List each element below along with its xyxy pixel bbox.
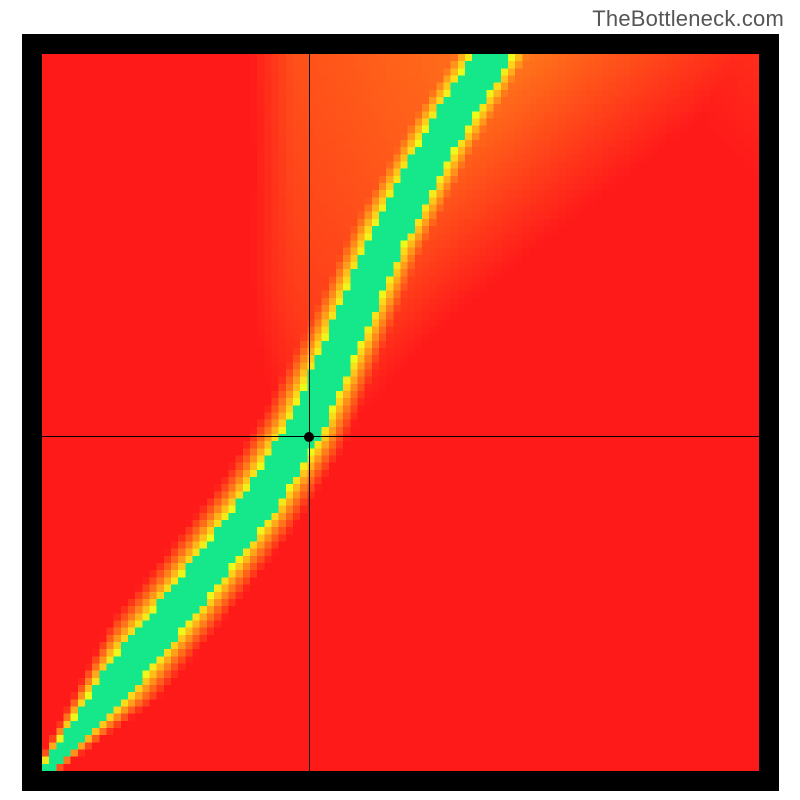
crosshair-horizontal [42, 436, 759, 437]
watermark-text: TheBottleneck.com [592, 6, 784, 32]
heatmap-canvas [42, 54, 759, 771]
crosshair-vertical [309, 54, 310, 771]
plot-frame [22, 34, 779, 791]
chart-container: TheBottleneck.com [0, 0, 800, 800]
